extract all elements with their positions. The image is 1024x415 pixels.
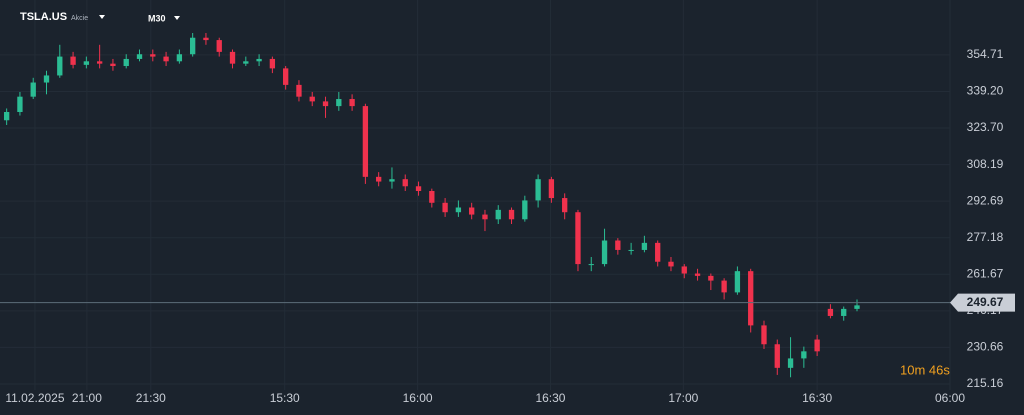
candle-body (841, 308, 847, 316)
timeframe[interactable]: M30 (148, 13, 166, 23)
candle-body (70, 56, 76, 65)
symbol[interactable]: TSLA.US (20, 11, 67, 23)
candle-body (296, 84, 302, 97)
candle-body (628, 249, 634, 251)
x-tick-label: 16:00 (403, 391, 433, 405)
candle-body (562, 198, 568, 213)
x-tick-label: 16:30 (535, 391, 565, 405)
candle-body (774, 344, 780, 368)
candles (3, 33, 860, 378)
candle-body (389, 179, 395, 182)
x-tick-label: 21:00 (72, 391, 102, 405)
candle-body (854, 305, 860, 309)
candle-body (3, 112, 10, 121)
candle-body (43, 75, 50, 83)
candle-body (655, 242, 661, 262)
x-tick-label: 06:00 (935, 391, 965, 405)
candle-body (615, 240, 621, 250)
candle-body (442, 202, 448, 213)
candle-body (548, 179, 555, 199)
candle-body (376, 176, 382, 182)
candle-body (469, 207, 475, 215)
candle-body (362, 106, 369, 177)
x-tick-label: 17:00 (668, 391, 698, 405)
candle-body (761, 325, 767, 345)
x-tick-label: 16:30 (802, 391, 832, 405)
candle-body (721, 280, 727, 293)
candle-body (123, 58, 129, 67)
candle-body (801, 351, 807, 359)
x-tick-label: 15:30 (270, 391, 300, 405)
candle-body (30, 82, 36, 97)
candle-body (668, 261, 674, 267)
candle-body (575, 212, 581, 265)
candle-body (814, 339, 820, 352)
candle-body (110, 63, 116, 67)
candle-body (322, 101, 329, 107)
candle-body (748, 271, 754, 326)
candle-body (283, 68, 289, 85)
candle-body (508, 209, 515, 220)
y-tick-label: 292.69 (967, 193, 1004, 207)
candle-body (256, 58, 262, 62)
candle-body (269, 58, 276, 69)
timeframe-dropdown[interactable] (174, 16, 180, 20)
symbol-dropdown[interactable] (99, 15, 105, 19)
candle-body (415, 186, 422, 191)
candle-body (429, 190, 435, 203)
candle-body (136, 54, 143, 59)
candle-body (336, 99, 342, 107)
candle-body (734, 271, 741, 293)
candle-body (190, 37, 196, 55)
y-tick-label: 277.18 (967, 230, 1004, 244)
y-tick-label: 323.70 (967, 120, 1004, 134)
candle-body (17, 96, 23, 113)
candle-body (57, 56, 63, 76)
y-tick-label: 308.19 (967, 157, 1004, 171)
candle-body (203, 37, 209, 41)
candle-body (482, 214, 488, 220)
candle-body (601, 240, 608, 265)
candle-body (681, 266, 687, 274)
candle-body (150, 54, 156, 57)
candle-body (641, 242, 648, 250)
candle-body (787, 358, 794, 368)
y-tick-label: 339.20 (967, 84, 1004, 98)
candle-body (243, 61, 249, 64)
candle-body (309, 96, 315, 102)
candle-body (455, 207, 462, 213)
current-price-box (950, 293, 1015, 312)
candle-body (522, 200, 528, 220)
candle-body (349, 99, 355, 107)
x-tick-label: 21:30 (136, 391, 166, 405)
candle-body (216, 40, 222, 52)
y-tick-label: 354.71 (967, 47, 1004, 61)
candle-body (96, 61, 103, 64)
candle-body (708, 275, 714, 281)
candle-body (535, 179, 541, 201)
candle-body (402, 179, 408, 187)
candle-body (229, 51, 236, 64)
current-price-label: 249.67 (967, 295, 1004, 309)
countdown: 10m 46s (900, 362, 950, 377)
candle-body (694, 273, 701, 276)
candle-body (83, 61, 90, 65)
candle-body (176, 54, 183, 62)
y-tick-label: 261.67 (967, 266, 1004, 280)
candle-body (588, 264, 594, 266)
y-tick-label: 215.16 (967, 376, 1004, 390)
x-tick-label: 11.02.2025 (5, 391, 64, 405)
y-tick-label: 230.66 (967, 340, 1004, 354)
candle-body (163, 56, 169, 62)
candle-body (495, 209, 501, 220)
grid (0, 0, 950, 390)
instrument-kind: Akcie (71, 15, 88, 22)
candle-body (827, 308, 834, 316)
